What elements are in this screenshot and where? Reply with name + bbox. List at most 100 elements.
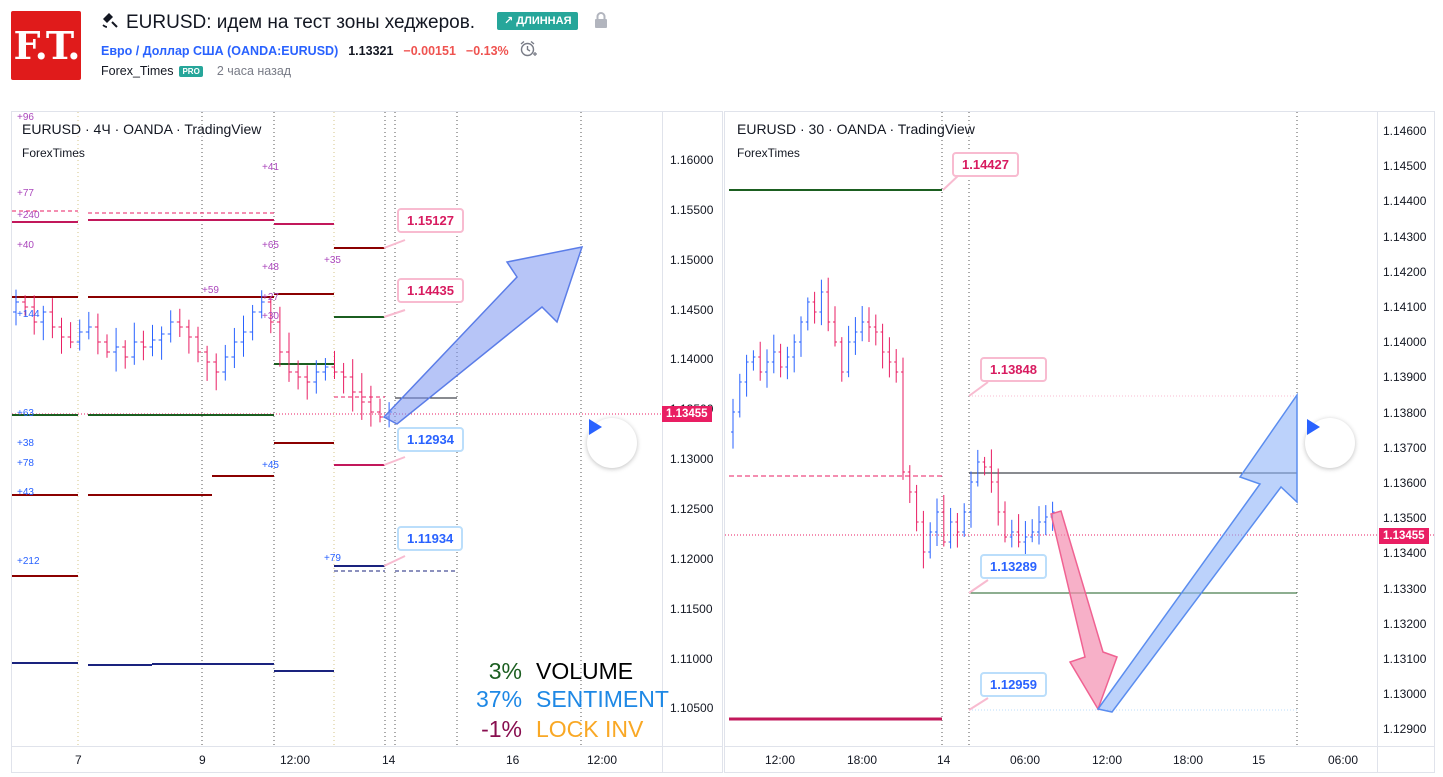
stat-lock-inv-label: LOCK INV: [536, 716, 644, 742]
price-axis-label: 1.14400: [1383, 194, 1427, 209]
play-icon: [589, 419, 602, 435]
callout-1.12934[interactable]: 1.12934: [397, 427, 464, 452]
play-button-right[interactable]: [1305, 418, 1355, 468]
volume-label: +78: [17, 458, 34, 469]
right-current-price-tag: 1.13455: [1379, 528, 1429, 544]
right-chart[interactable]: EURUSD · 30 · OANDA · TradingView ForexT…: [724, 111, 1435, 773]
callout-pointer: [383, 555, 406, 567]
idea-title-text: EURUSD: идем на тест зоны хеджеров.: [126, 12, 476, 33]
volume-label: +43: [17, 487, 34, 498]
direction-badge: ↗ ДЛИННАЯ: [497, 12, 579, 30]
price-axis-label: 1.13000: [670, 452, 714, 467]
volume-label: +48: [262, 262, 279, 273]
callout-pointer: [383, 239, 406, 249]
time-axis-label: 06:00: [1010, 753, 1041, 767]
symbol-price: 1.13321: [348, 43, 394, 58]
lock-icon: [594, 12, 608, 34]
right-chart-canvas: [725, 112, 1434, 746]
price-axis-label: 1.13400: [1383, 546, 1427, 561]
author-row: Forex_Times PRO 2 часа назад: [101, 64, 291, 78]
price-axis-label: 1.12500: [670, 501, 714, 516]
left-chart[interactable]: EURUSD · 4Ч · OANDA · TradingView ForexT…: [11, 111, 723, 773]
volume-label: +240: [17, 210, 40, 221]
volume-label: +77: [17, 188, 34, 199]
price-axis-label: 1.14100: [1383, 300, 1427, 314]
callout-pointer: [383, 456, 406, 466]
satellite-icon: [100, 10, 120, 36]
price-axis-label: 1.13300: [1383, 581, 1427, 596]
volume-label: +41: [262, 162, 279, 173]
price-axis-label: 1.14500: [670, 302, 714, 317]
author-name[interactable]: Forex_Times: [101, 64, 174, 78]
price-axis-label: 1.12000: [670, 551, 714, 566]
price-axis-label: 1.14200: [1383, 264, 1427, 279]
time-axis-label: 14: [382, 753, 396, 767]
volume-label: +96: [17, 112, 34, 123]
price-axis-label: 1.15000: [670, 252, 714, 267]
callout-1.14435[interactable]: 1.14435: [397, 278, 464, 303]
callout-1.13848[interactable]: 1.13848: [980, 357, 1047, 382]
left-price-axis-border: [662, 112, 663, 772]
author-logo[interactable]: F.T.: [11, 11, 81, 80]
volume-label: +79: [324, 553, 341, 564]
price-axis-label: 1.13200: [1383, 616, 1427, 631]
time-axis-label: 12:00: [765, 753, 796, 767]
symbol-link[interactable]: Евро / Доллар США (OANDA:EURUSD): [101, 43, 339, 58]
left-time-axis-border: [12, 746, 722, 747]
time-axis-label: 16: [506, 753, 520, 767]
price-axis-label: 1.13100: [1383, 652, 1427, 666]
time-axis-label: 9: [199, 753, 206, 767]
volume-label: +40: [17, 240, 34, 251]
bullish-arrow: [382, 246, 584, 425]
price-axis-label: 1.13600: [1383, 476, 1427, 490]
price-axis-label: 1.13000: [1383, 687, 1427, 702]
callout-pointer: [968, 381, 989, 397]
time-axis-label: 14: [937, 753, 951, 767]
price-axis-label: 1.14300: [1383, 229, 1427, 244]
volume-label: +38: [17, 438, 34, 449]
callout-pointer: [968, 697, 989, 711]
volume-label: +35: [324, 255, 341, 266]
stat-volume-label: VOLUME: [536, 658, 634, 684]
symbol-row: Евро / Доллар США (OANDA:EURUSD) 1.13321…: [101, 40, 537, 61]
volume-label: +212: [17, 556, 40, 567]
pro-badge: PRO: [179, 65, 203, 77]
right-chart-author: ForexTimes: [737, 146, 800, 160]
time-axis-label: 18:00: [1173, 753, 1204, 767]
callout-1.12959[interactable]: 1.12959: [980, 672, 1047, 697]
price-axis-label: 1.11000: [670, 651, 713, 666]
stat-lock-inv-value: -1%: [481, 716, 522, 742]
bearish-arrow: [1050, 510, 1118, 711]
price-axis-label: 1.13700: [1383, 440, 1427, 455]
volume-label: +45: [262, 460, 279, 471]
published-time: 2 часа назад: [216, 64, 292, 78]
volume-label: +65: [262, 240, 279, 251]
play-icon: [1307, 419, 1320, 435]
price-axis-label: 1.10500: [670, 701, 714, 716]
volume-label: +59: [202, 285, 219, 296]
volume-label: +144: [17, 309, 40, 320]
time-axis-label: 18:00: [847, 753, 878, 767]
play-button-left[interactable]: [587, 418, 637, 468]
time-axis-label: 12:00: [1092, 753, 1123, 767]
price-axis-label: 1.14500: [1383, 159, 1427, 174]
stat-sentiment-value: 37%: [476, 686, 523, 712]
callout-1.13289[interactable]: 1.13289: [980, 554, 1047, 579]
time-axis-label: 06:00: [1328, 753, 1359, 767]
callout-1.11934[interactable]: 1.11934: [397, 526, 464, 551]
price-change-percent: −0.13%: [465, 43, 509, 58]
stat-volume: 3% VOLUME: [476, 658, 633, 685]
stat-sentiment-label: SENTIMENT: [536, 686, 669, 712]
left-current-price-tag: 1.13455: [662, 406, 712, 422]
callout-pointer: [383, 309, 406, 318]
volume-label: +63: [17, 408, 34, 419]
time-axis-label: 7: [75, 753, 82, 767]
callout-1.15127[interactable]: 1.15127: [397, 208, 464, 233]
price-axis-label: 1.13900: [1383, 370, 1427, 385]
time-axis-label: 12:00: [280, 753, 311, 767]
callout-1.14427[interactable]: 1.14427: [952, 152, 1019, 177]
volume-label: +30: [262, 311, 279, 322]
price-axis-label: 1.14600: [1383, 124, 1427, 138]
price-axis-label: 1.11500: [670, 601, 713, 616]
alarm-clock-icon[interactable]: [519, 40, 537, 61]
